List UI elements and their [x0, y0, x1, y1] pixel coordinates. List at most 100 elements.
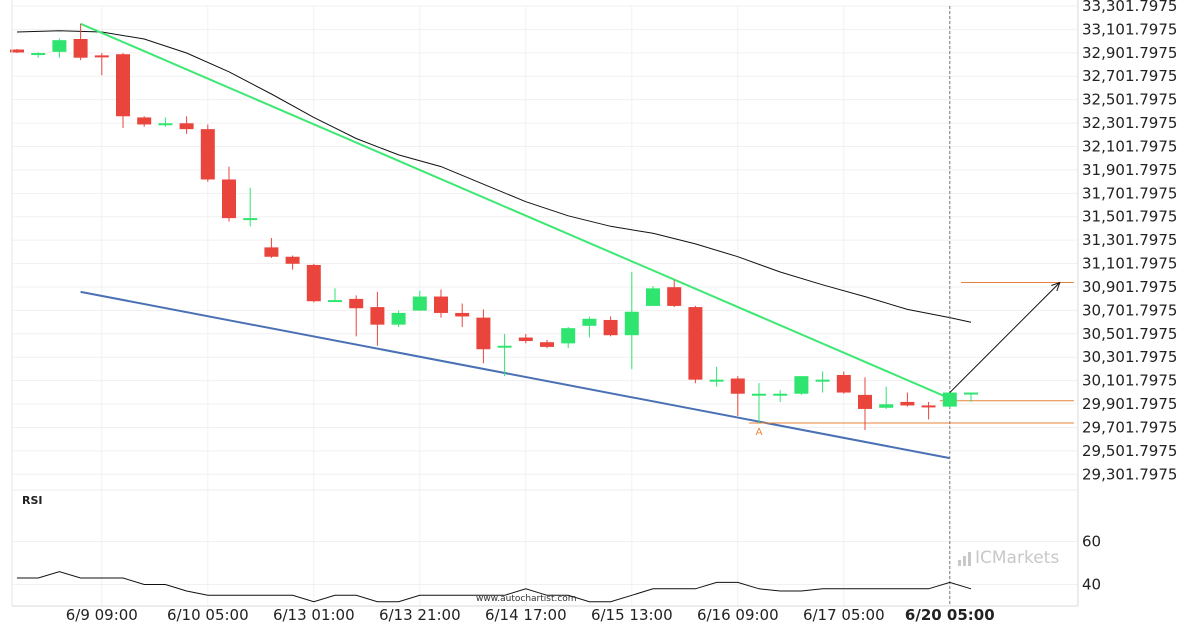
x-tick-label: 6/14 17:00: [485, 606, 567, 624]
candle: [646, 286, 660, 306]
candle-body: [688, 307, 703, 380]
candle: [921, 401, 936, 420]
y-tick-label: 29,301.7975: [1082, 465, 1177, 483]
x-tick-label: 6/9 09:00: [66, 606, 138, 624]
pattern-point-label: A: [756, 427, 763, 438]
candle: [497, 334, 512, 377]
candle-body: [328, 300, 342, 303]
candle: [624, 271, 639, 370]
candle: [31, 52, 46, 58]
y-tick-label: 30,901.7975: [1082, 278, 1177, 296]
candle-body: [815, 379, 830, 382]
candle: [158, 117, 173, 127]
candle: [434, 289, 448, 318]
candle: [836, 371, 851, 394]
candle-body: [10, 49, 24, 53]
candle-body: [370, 307, 385, 325]
candle-body: [116, 54, 130, 117]
y-tick-label: 30,501.7975: [1082, 325, 1177, 343]
forecast-arrow: [949, 282, 1061, 393]
x-tick-label: 6/10 05:00: [167, 606, 249, 624]
forecast-arrowhead: [1051, 281, 1061, 292]
candle-body: [709, 379, 724, 382]
candle-body: [179, 123, 194, 130]
candle-body: [137, 117, 152, 125]
candle: [476, 309, 491, 364]
candle-body: [518, 337, 533, 342]
candle: [667, 280, 682, 308]
candle-body: [264, 247, 279, 257]
candle-body: [624, 311, 639, 336]
candle-body: [412, 296, 427, 311]
candle: [858, 377, 872, 431]
candle: [52, 38, 67, 58]
candle-body: [52, 40, 67, 52]
x-tick-label: 6/13 21:00: [379, 606, 461, 624]
candle-body: [667, 287, 682, 306]
candle: [688, 305, 703, 384]
candle: [306, 263, 321, 303]
candle-body: [243, 218, 258, 221]
candle: [942, 392, 957, 408]
candle: [561, 326, 576, 349]
candle-body: [434, 296, 448, 313]
candle: [285, 255, 300, 270]
candle-body: [391, 312, 406, 325]
candle-body: [222, 179, 236, 219]
candle: [179, 116, 194, 134]
brand-logo: ICMarkets: [958, 548, 1059, 568]
candle: [900, 392, 915, 407]
candle: [370, 291, 385, 346]
y-tick-label: 30,101.7975: [1082, 372, 1177, 390]
candle: [794, 376, 809, 395]
candle: [391, 310, 406, 327]
y-tick-label: 31,101.7975: [1082, 255, 1177, 273]
y-tick-label: 32,101.7975: [1082, 137, 1177, 155]
y-tick-label: 32,901.7975: [1082, 44, 1177, 62]
candle: [328, 288, 342, 303]
candle-body: [942, 392, 957, 407]
candle-body: [540, 342, 554, 347]
candle-body: [964, 392, 978, 395]
x-tick-label: 6/16 09:00: [697, 606, 779, 624]
y-tick-label: 29,501.7975: [1082, 442, 1177, 460]
candle-body: [879, 404, 894, 408]
candle: [73, 23, 88, 61]
candle: [773, 390, 788, 402]
candle-body: [582, 318, 597, 326]
y-tick-label: 31,901.7975: [1082, 161, 1177, 179]
candle-body: [646, 288, 660, 306]
candle: [752, 383, 766, 423]
candle: [518, 334, 533, 344]
candle-body: [476, 317, 491, 350]
candle: [349, 295, 364, 337]
candle: [815, 371, 830, 393]
x-tick-label: 6/20 05:00: [905, 606, 995, 624]
candle-body: [158, 123, 173, 126]
candle: [730, 376, 745, 416]
resistance-trendline: [80, 22, 951, 400]
rsi-tick-label: 40: [1082, 576, 1101, 594]
candle-body: [921, 405, 936, 408]
y-tick-label: 30,301.7975: [1082, 348, 1177, 366]
y-tick-label: 32,501.7975: [1082, 91, 1177, 109]
candle-body: [858, 394, 872, 409]
candle: [964, 392, 978, 402]
y-tick-label: 30,701.7975: [1082, 301, 1177, 319]
y-tick-label: 31,501.7975: [1082, 208, 1177, 226]
candle-body: [200, 129, 215, 180]
watermark: www.autochartist.com: [476, 594, 577, 604]
y-tick-label: 31,701.7975: [1082, 184, 1177, 202]
candle-body: [773, 393, 788, 396]
candle: [94, 53, 109, 76]
candle-body: [455, 312, 470, 317]
rsi-line: [17, 571, 972, 603]
candle: [582, 316, 597, 338]
candle: [116, 53, 130, 128]
y-tick-label: 32,301.7975: [1082, 114, 1177, 132]
brand-name: ICMarkets: [975, 548, 1059, 568]
candle: [879, 386, 894, 409]
candle-body: [497, 345, 512, 348]
